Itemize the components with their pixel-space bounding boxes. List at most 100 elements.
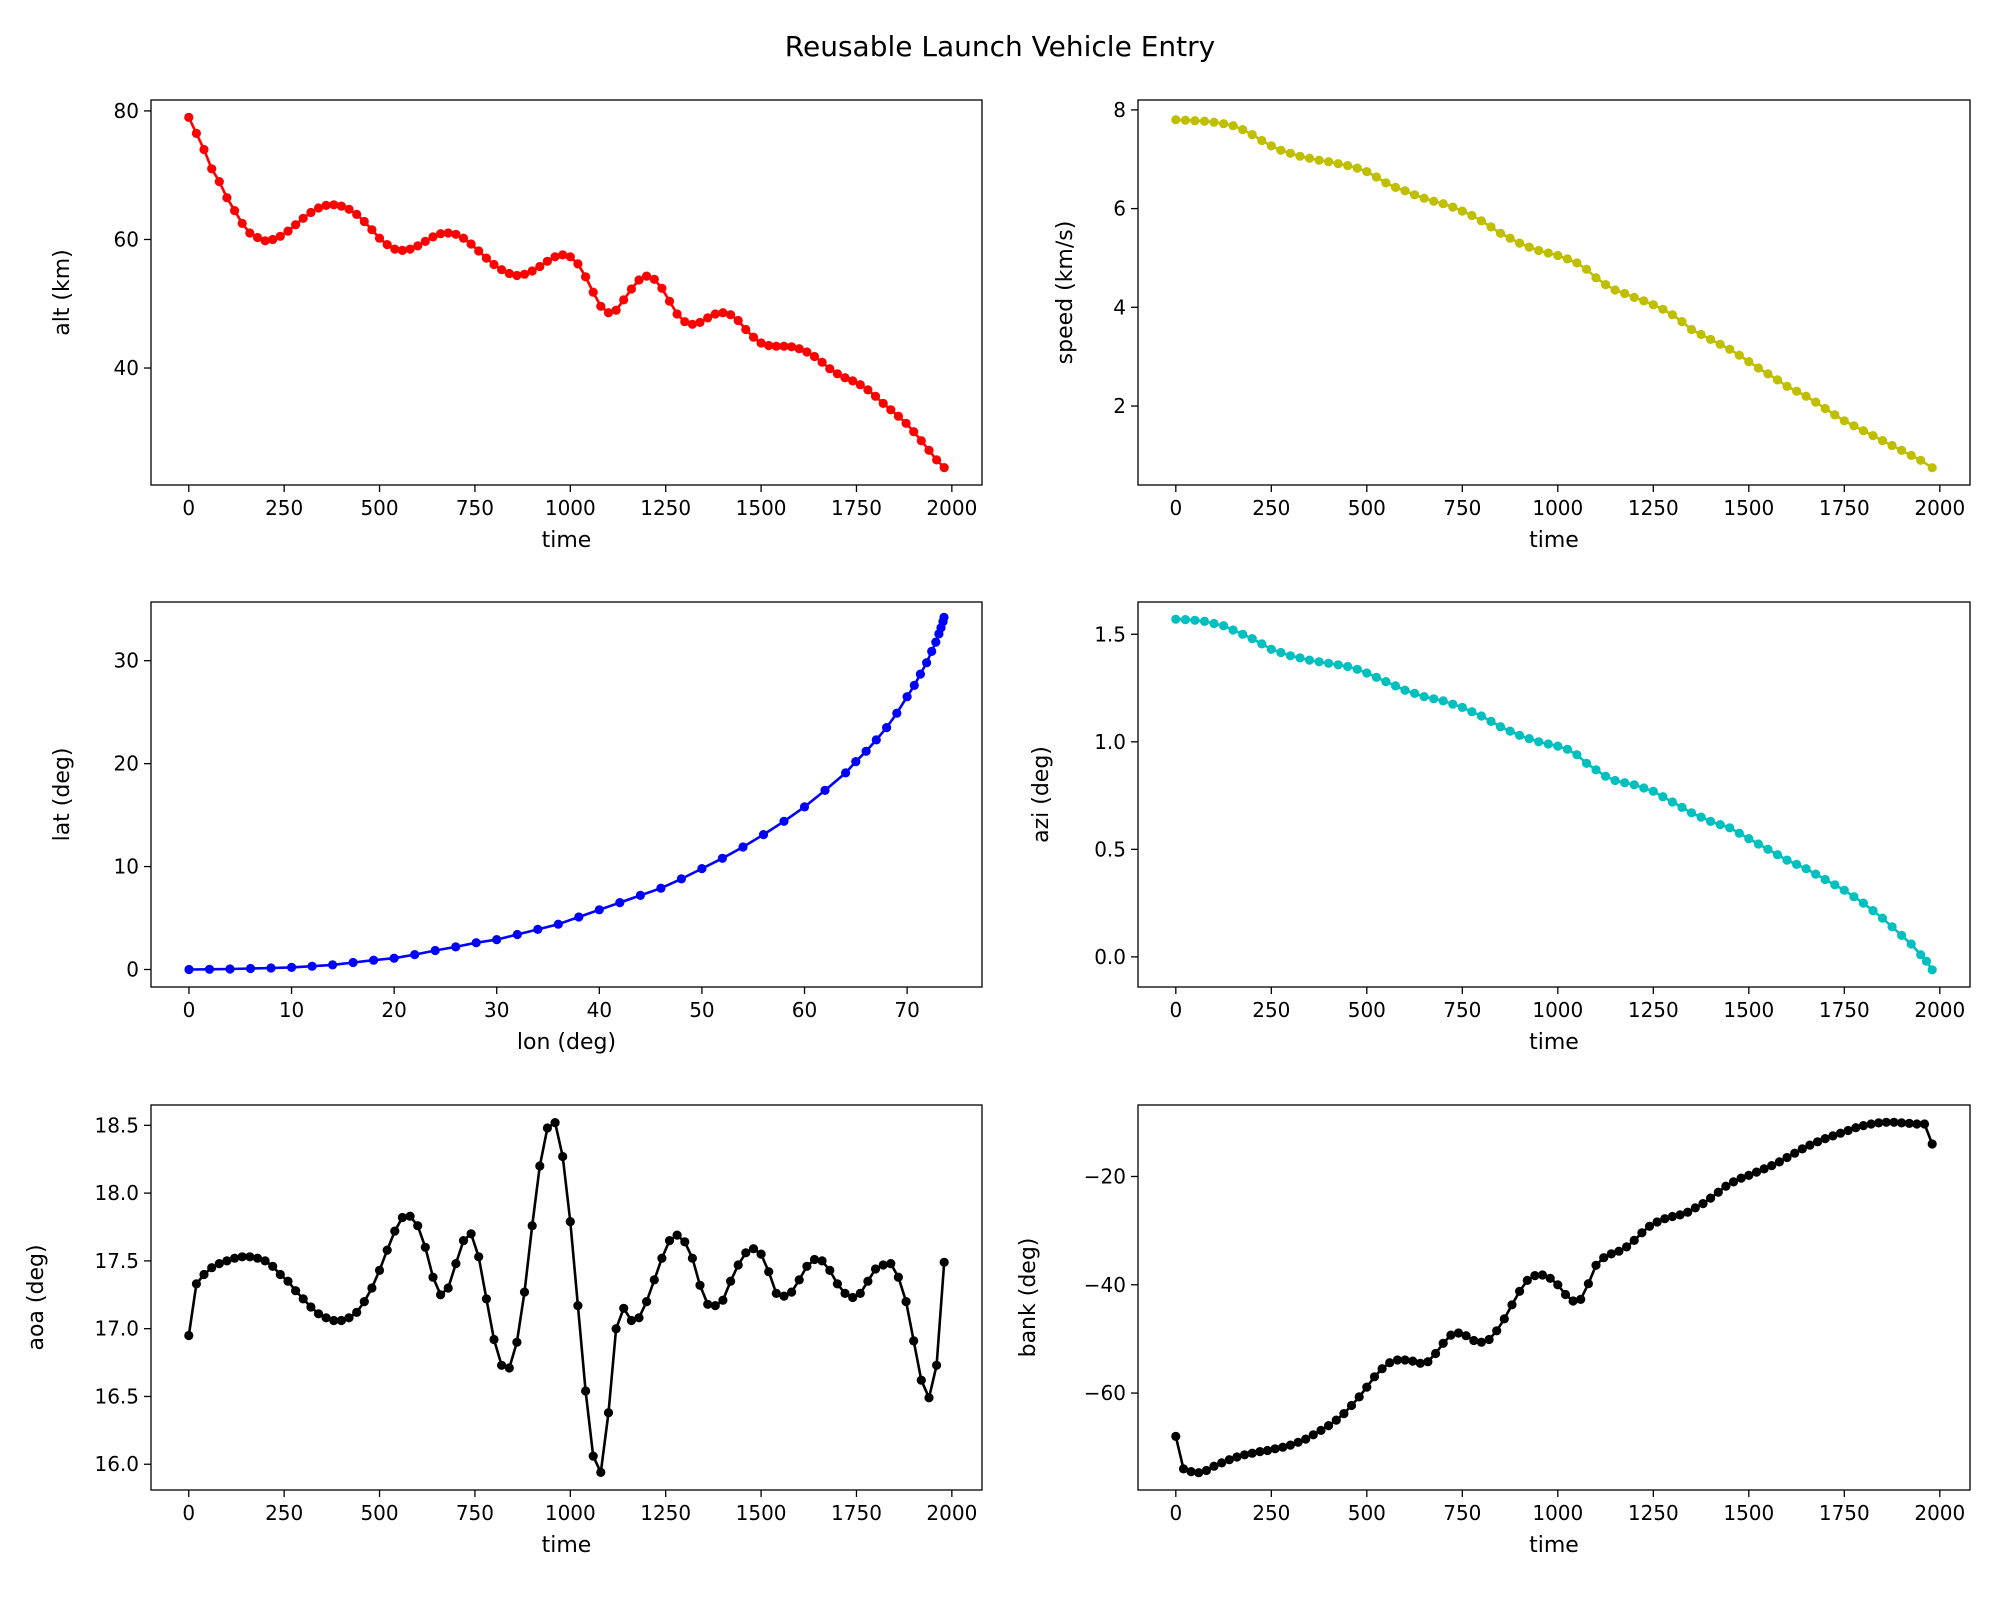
data-point: [237, 1252, 247, 1262]
data-point: [1266, 644, 1276, 654]
data-point: [489, 259, 499, 270]
data-point: [1774, 1157, 1784, 1167]
data-point: [1314, 155, 1324, 165]
data-point: [1247, 130, 1257, 140]
data-point: [1830, 880, 1840, 890]
data-point: [1652, 1217, 1662, 1227]
data-point: [1763, 844, 1773, 854]
data-point: [1486, 716, 1496, 727]
data-point: [1713, 1187, 1723, 1197]
data-point: [428, 1272, 438, 1282]
data-point: [1352, 664, 1362, 674]
data-point: [656, 883, 666, 893]
data-point: [1219, 119, 1229, 129]
series-line: [188, 617, 946, 971]
data-point: [1858, 1121, 1868, 1131]
data-point: [1543, 248, 1553, 258]
data-point: [710, 1301, 720, 1311]
data-point: [1371, 672, 1381, 682]
data-point: [1912, 1119, 1922, 1129]
data-point: [726, 1276, 736, 1286]
data-point: [413, 241, 423, 251]
data-point: [1736, 1173, 1746, 1183]
data-point: [1927, 965, 1937, 975]
data-point: [245, 228, 255, 238]
data-point: [1415, 1358, 1425, 1368]
data-point: [443, 228, 453, 238]
x-tick-label: 10: [279, 998, 304, 1022]
data-point: [1228, 121, 1238, 131]
y-tick-label: 18.0: [94, 1181, 139, 1205]
data-point: [1744, 1170, 1754, 1180]
data-point: [1906, 939, 1916, 949]
data-point: [1238, 629, 1248, 639]
data-point: [1734, 350, 1744, 360]
data-point: [1469, 1335, 1479, 1346]
x-tick-label: 50: [689, 998, 714, 1022]
data-point: [481, 253, 491, 263]
data-point: [748, 1244, 759, 1254]
x-tick-label: 250: [1252, 998, 1290, 1022]
data-point: [1881, 1117, 1891, 1127]
data-point: [1683, 1207, 1693, 1217]
data-point: [230, 206, 240, 216]
data-point: [191, 1279, 201, 1289]
data-point: [466, 1229, 476, 1239]
data-point: [1537, 1270, 1548, 1280]
data-point: [932, 455, 942, 465]
data-point: [428, 232, 438, 242]
data-point: [492, 935, 502, 945]
data-point: [1583, 1279, 1593, 1289]
data-series: [184, 112, 949, 473]
data-point: [1767, 1161, 1777, 1171]
data-point: [1772, 375, 1783, 385]
x-tick-label: 1000: [1532, 998, 1583, 1022]
data-point: [1744, 357, 1754, 367]
data-point: [635, 890, 646, 901]
data-point: [626, 1315, 637, 1326]
data-point: [1820, 874, 1830, 885]
data-point: [184, 112, 194, 122]
data-point: [245, 1252, 255, 1262]
data-point: [1534, 245, 1544, 256]
data-point: [1715, 339, 1725, 349]
data-point: [697, 864, 707, 874]
data-point: [1715, 820, 1725, 830]
x-tick-label: 1000: [545, 1501, 596, 1525]
x-tick-label: 1750: [1819, 998, 1870, 1022]
x-tick-label: 750: [1443, 1501, 1481, 1525]
data-point: [817, 357, 827, 367]
data-point: [909, 427, 919, 437]
data-point: [1190, 116, 1200, 126]
data-point: [268, 1261, 278, 1271]
data-point: [1352, 163, 1362, 173]
data-point: [717, 853, 728, 863]
data-point: [1429, 196, 1439, 206]
data-point: [1495, 228, 1506, 238]
x-tick-label: 250: [265, 1501, 303, 1525]
data-point: [1782, 1152, 1792, 1163]
data-point: [672, 1230, 682, 1240]
data-point: [268, 234, 278, 245]
data-point: [1782, 855, 1792, 865]
data-point: [1486, 222, 1496, 232]
x-tick-label: 20: [381, 998, 406, 1022]
data-point: [1543, 739, 1553, 749]
x-tick-label: 0: [183, 998, 196, 1022]
data-point: [390, 244, 400, 254]
x-tick-label: 2000: [926, 496, 977, 520]
data-point: [1524, 734, 1534, 744]
data-point: [1868, 906, 1878, 916]
data-point: [1224, 1455, 1234, 1465]
data-point: [1811, 397, 1821, 407]
data-point: [1285, 1440, 1295, 1450]
data-point: [1734, 828, 1744, 838]
data-point: [1744, 834, 1754, 844]
data-point: [512, 929, 522, 940]
x-tick-label: 1750: [831, 496, 882, 520]
y-tick-label: 1.5: [1094, 622, 1126, 646]
data-point: [287, 962, 297, 973]
data-point: [695, 1280, 705, 1290]
axes-frame: [1137, 99, 1971, 486]
data-point: [924, 445, 934, 455]
